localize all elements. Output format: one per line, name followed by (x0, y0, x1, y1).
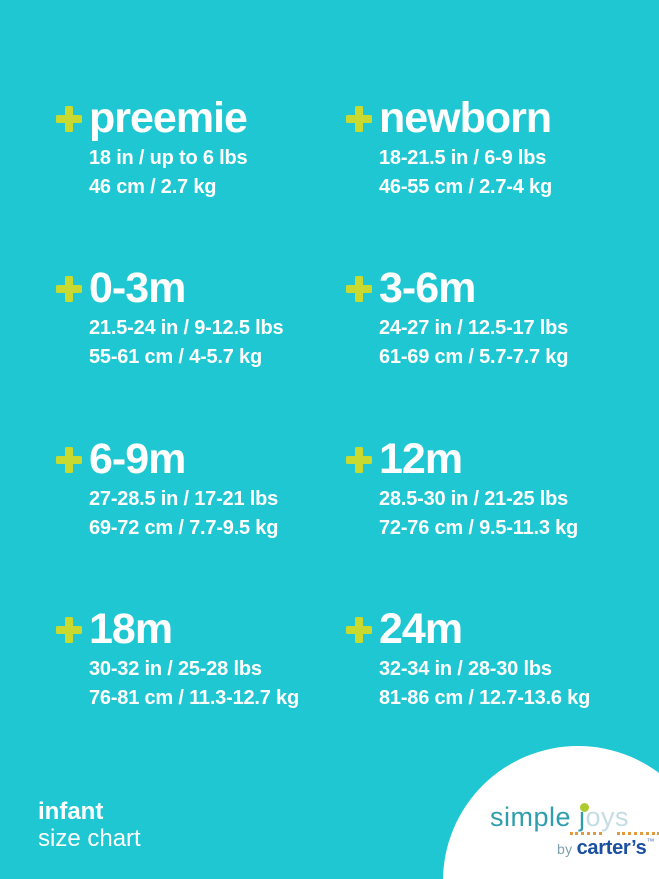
size-imperial: 18 in / up to 6 lbs (89, 147, 248, 169)
chart-caption: infant size chart (38, 798, 141, 852)
size-metric: 61-69 cm / 5.7-7.7 kg (379, 346, 569, 368)
dot-group-left (570, 832, 602, 835)
size-imperial: 27-28.5 in / 17-21 lbs (89, 488, 279, 510)
size-cell-12m: 12m 28.5-30 in / 21-25 lbs 72-76 cm / 9.… (346, 437, 578, 543)
logo-word-oys: oys (585, 802, 630, 832)
byline-brand: carter’s (576, 837, 647, 859)
size-cell-0-3m: 0-3m 21.5-24 in / 9-12.5 lbs 55-61 cm / … (56, 264, 284, 372)
size-cell-preemie: preemie 18 in / up to 6 lbs 46 cm / 2.7 … (56, 94, 248, 202)
plus-icon (56, 617, 82, 643)
size-metric: 76-81 cm / 11.3-12.7 kg (89, 687, 299, 709)
size-metric: 55-61 cm / 4-5.7 kg (89, 346, 262, 368)
size-metric: 72-76 cm / 9.5-11.3 kg (379, 517, 579, 539)
size-label: preemie (89, 94, 248, 142)
size-imperial: 24-27 in / 12.5-17 lbs (379, 317, 569, 339)
caption-title: size chart (38, 825, 141, 852)
size-imperial: 18-21.5 in / 6-9 lbs (379, 147, 547, 169)
byline-by: by (557, 841, 577, 857)
logo-letter-j: j (579, 802, 590, 832)
size-label: 3-6m (379, 264, 476, 312)
plus-icon (56, 447, 82, 473)
plus-icon (346, 276, 372, 302)
size-label: 12m (379, 435, 463, 483)
size-label: 0-3m (89, 264, 186, 312)
brand-circle: simple j oys by carter’s™ (443, 746, 659, 879)
logo-underline-dots-icon (570, 832, 659, 835)
size-metric: 46 cm / 2.7 kg (89, 176, 217, 198)
size-imperial: 21.5-24 in / 9-12.5 lbs (89, 317, 284, 339)
size-cell-6-9m: 6-9m 27-28.5 in / 17-21 lbs 69-72 cm / 7… (56, 437, 278, 543)
size-metric: 81-86 cm / 12.7-13.6 kg (379, 687, 591, 709)
size-label: 18m (89, 605, 173, 653)
carters-byline: by carter’s™ (557, 837, 654, 860)
plus-icon (56, 276, 82, 302)
size-metric: 46-55 cm / 2.7-4 kg (379, 176, 552, 198)
size-cell-newborn: newborn 18-21.5 in / 6-9 lbs 46-55 cm / … (346, 96, 552, 202)
dot-group-right (617, 832, 659, 835)
size-cell-18m: 18m 30-32 in / 25-28 lbs 76-81 cm / 11.3… (56, 607, 299, 713)
plus-icon (346, 106, 372, 132)
size-imperial: 32-34 in / 28-30 lbs (379, 658, 552, 680)
size-metric: 69-72 cm / 7.7-9.5 kg (89, 517, 279, 539)
size-cell-24m: 24m 32-34 in / 28-30 lbs 81-86 cm / 12.7… (346, 607, 590, 713)
size-label: newborn (379, 94, 552, 142)
size-imperial: 28.5-30 in / 21-25 lbs (379, 488, 569, 510)
plus-icon (346, 617, 372, 643)
caption-category: infant (38, 798, 104, 825)
size-imperial: 30-32 in / 25-28 lbs (89, 658, 262, 680)
logo-word-simple: simple (490, 802, 572, 832)
size-label: 6-9m (89, 435, 186, 483)
plus-icon (346, 447, 372, 473)
plus-icon (56, 106, 82, 132)
trademark-symbol: ™ (646, 837, 655, 846)
simple-joys-logo: simple j oys (490, 802, 629, 832)
size-label: 24m (379, 605, 463, 653)
green-dot-icon (580, 803, 590, 812)
size-cell-3-6m: 3-6m 24-27 in / 12.5-17 lbs 61-69 cm / 5… (346, 266, 568, 372)
